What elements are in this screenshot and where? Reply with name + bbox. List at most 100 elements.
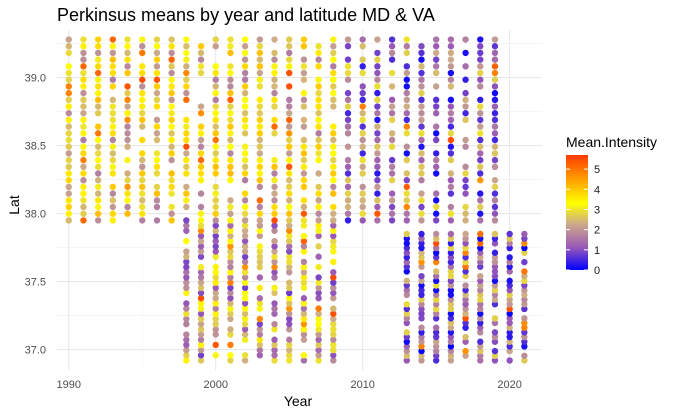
data-point	[183, 197, 190, 204]
data-point	[491, 347, 499, 355]
data-point	[286, 96, 293, 104]
data-point	[315, 130, 322, 137]
data-point	[286, 203, 293, 211]
data-point	[227, 49, 234, 57]
data-point	[315, 232, 322, 240]
data-point	[330, 357, 337, 364]
data-point	[432, 324, 440, 331]
data-point	[462, 258, 469, 266]
data-point	[491, 268, 499, 275]
data-point	[418, 338, 425, 345]
data-point	[212, 295, 219, 302]
data-point	[241, 232, 249, 240]
data-point	[197, 326, 205, 333]
data-point	[491, 43, 499, 50]
y-tick-label: 39.0	[25, 73, 46, 85]
data-point	[197, 56, 205, 63]
y-tick-label: 38.5	[25, 141, 46, 153]
data-point	[359, 36, 366, 43]
data-point	[256, 130, 264, 137]
data-point	[94, 83, 102, 90]
data-point	[80, 130, 87, 137]
data-point	[477, 310, 484, 317]
data-point	[94, 110, 102, 117]
data-point	[212, 89, 219, 97]
data-point	[477, 258, 484, 266]
data-point	[139, 123, 146, 130]
data-point	[300, 326, 308, 333]
data-point	[521, 338, 528, 345]
data-point	[197, 269, 205, 276]
data-point	[271, 326, 278, 333]
data-point	[521, 352, 528, 359]
data-point	[271, 103, 278, 110]
data-point	[477, 63, 484, 70]
data-point	[300, 116, 308, 124]
data-point	[418, 357, 425, 364]
data-point	[80, 123, 87, 130]
data-point	[212, 352, 219, 359]
data-point	[315, 274, 322, 281]
data-point	[124, 116, 131, 124]
data-point	[491, 333, 499, 341]
data-point	[241, 170, 249, 177]
data-point	[447, 268, 455, 275]
data-point	[418, 291, 425, 299]
x-tick-label: 2020	[497, 379, 521, 391]
data-point	[432, 291, 440, 299]
data-point	[80, 203, 87, 211]
data-point	[212, 341, 219, 349]
data-point	[124, 123, 131, 130]
data-point	[212, 183, 219, 191]
data-point	[330, 96, 337, 104]
data-point	[256, 49, 264, 57]
data-point	[330, 227, 337, 234]
data-point	[241, 243, 249, 250]
data-point	[139, 110, 146, 117]
data-point	[286, 163, 293, 171]
data-point	[168, 170, 175, 177]
data-point	[80, 83, 87, 90]
data-point	[94, 56, 102, 63]
data-point	[403, 301, 410, 308]
data-point	[462, 305, 469, 313]
data-point	[359, 83, 366, 90]
data-point	[212, 263, 219, 271]
data-point	[462, 36, 469, 43]
data-point	[477, 150, 484, 157]
data-point	[80, 116, 87, 124]
data-point	[388, 96, 396, 104]
data-point	[462, 177, 469, 184]
data-point	[227, 279, 234, 286]
data-point	[271, 49, 278, 57]
data-point	[447, 203, 455, 211]
data-point	[227, 136, 234, 144]
data-point	[462, 136, 469, 144]
data-point	[256, 170, 264, 177]
data-point	[153, 156, 161, 164]
data-point	[344, 103, 352, 110]
data-point	[168, 83, 175, 90]
data-point	[506, 324, 513, 331]
data-point	[388, 170, 396, 177]
data-point	[212, 237, 219, 245]
data-point	[506, 230, 513, 238]
data-point	[271, 237, 278, 245]
data-point	[139, 103, 146, 110]
data-point	[271, 183, 278, 191]
data-point	[227, 110, 234, 117]
data-point	[153, 170, 161, 177]
data-point	[227, 116, 234, 124]
data-point	[521, 249, 528, 256]
data-point	[271, 357, 278, 364]
data-point	[506, 333, 513, 341]
data-point	[315, 243, 322, 250]
data-point	[271, 56, 278, 63]
data-point	[462, 254, 469, 261]
data-point	[315, 183, 322, 191]
data-point	[241, 203, 249, 211]
data-point	[477, 203, 484, 211]
data-point	[271, 227, 278, 234]
data-point	[168, 210, 175, 217]
data-point	[241, 76, 249, 83]
